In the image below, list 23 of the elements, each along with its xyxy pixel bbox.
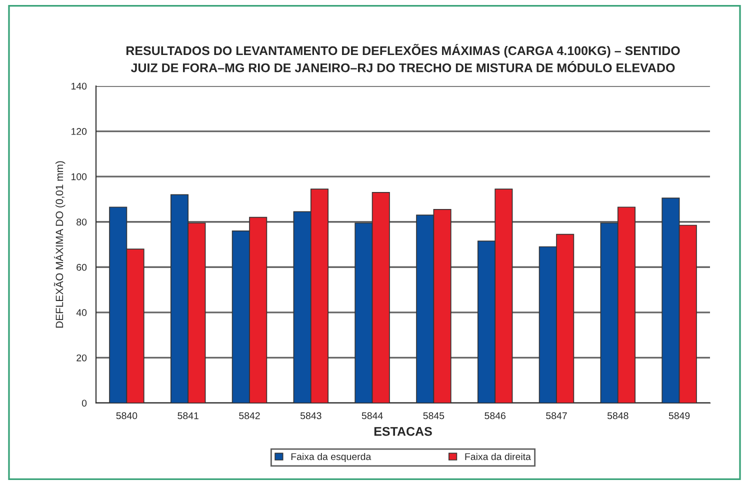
x-tick-label: 5848 [607,412,628,420]
y-tick-label: 0 [82,400,87,407]
x-tick-label: 5843 [300,412,322,420]
x-tick-label: 5845 [423,412,444,420]
y-tick-label: 140 [71,82,87,90]
y-tick-label: 100 [71,173,87,180]
chart-title: RESULTADOS DO LEVANTAMENTO DE DEFLEXÕES MÁXIMAS (CARGA 4.100KG) – SENTIDO JUIZ DE FORA–MG RIO DE JANEIRO–RJ DO TRECHO DE MISTURA DE MÓDULO ELEVADO [126,44,680,72]
x-tick-label: 5841 [178,412,198,420]
y-tick-label: 80 [76,218,87,226]
legend-label: Faixa da esquerda [291,452,372,462]
x-tick-label: 5847 [546,412,567,420]
y-tick-label: 60 [76,264,87,271]
x-tick-label: 5840 [116,412,138,420]
x-axis-title: ESTACAS [374,426,432,436]
x-tick-label: 5844 [362,412,383,420]
y-axis-title: DEFLEXÃO MÁXIMA DO (0,01 mm) [54,161,66,328]
y-tick-label: 120 [71,128,87,135]
x-tick-label: 5846 [484,412,506,420]
y-tick-label: 40 [76,309,87,316]
y-tick-label: 20 [76,354,87,362]
legend-label: Faixa da direita [465,452,531,460]
x-tick-label: 5842 [239,412,260,420]
x-tick-label: 5849 [668,412,690,420]
